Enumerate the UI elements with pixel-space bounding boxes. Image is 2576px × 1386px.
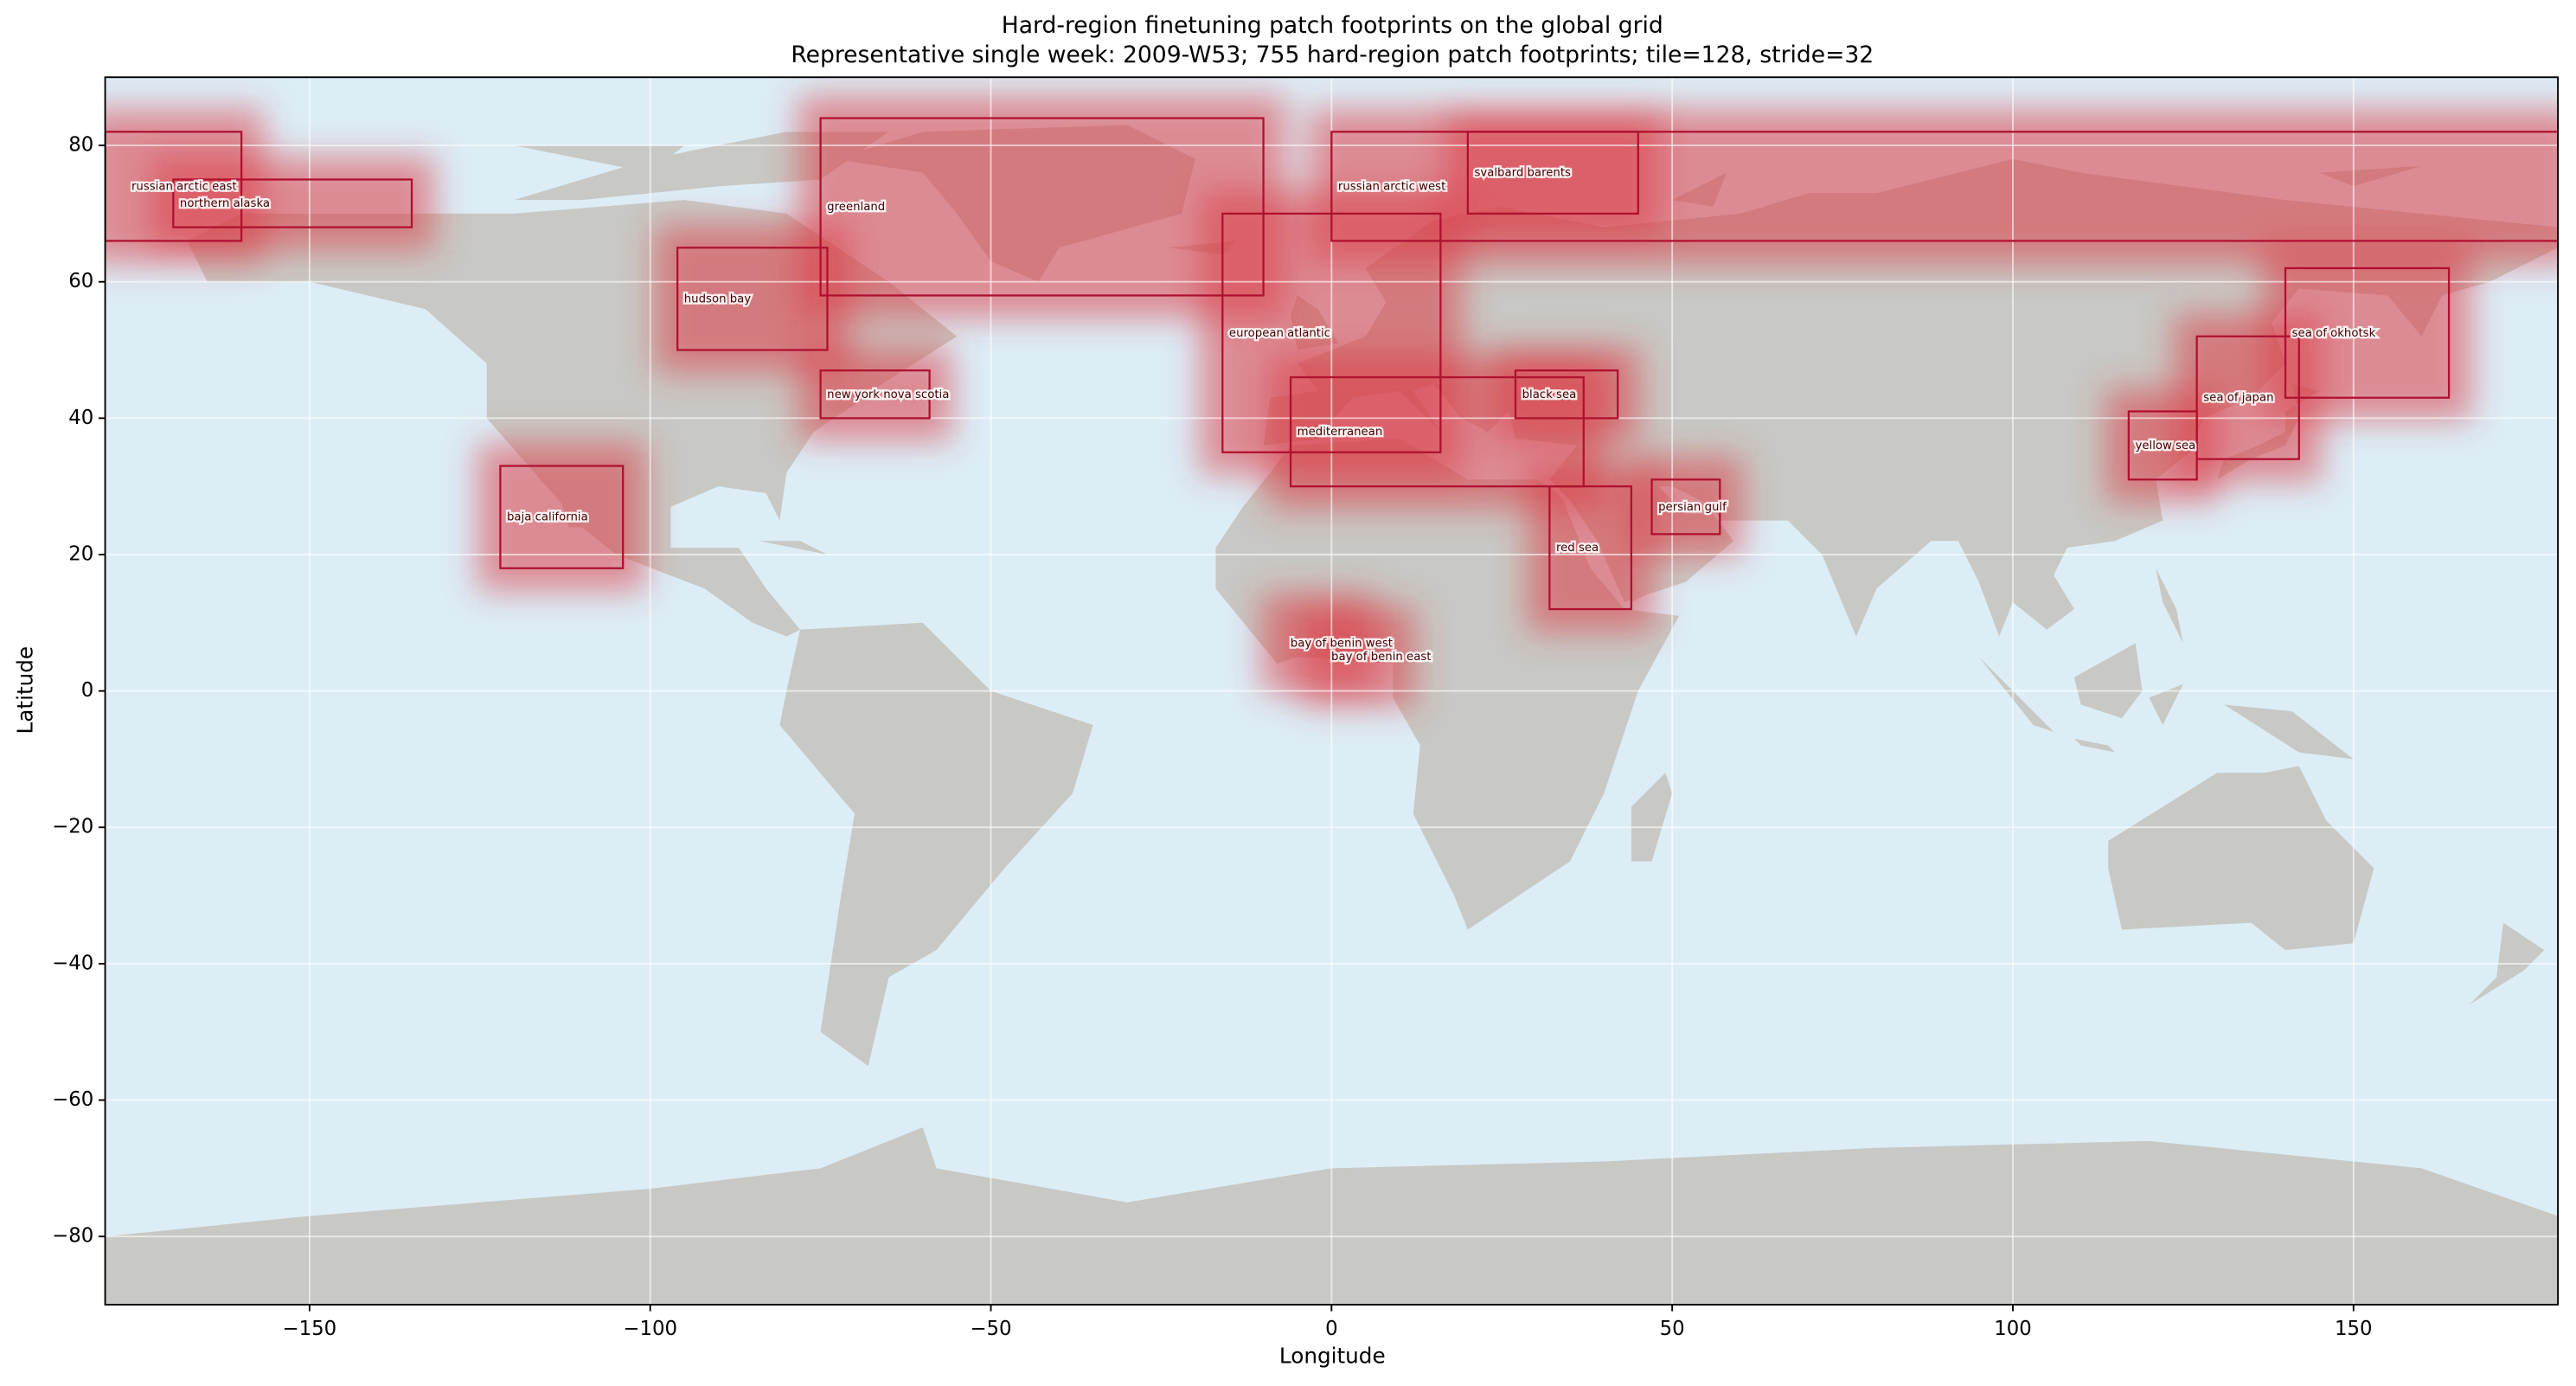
region-label: new york nova scotia bbox=[827, 388, 949, 401]
region-box bbox=[1330, 131, 2559, 242]
region-box bbox=[676, 247, 829, 351]
region-label: sea of japan bbox=[2203, 392, 2273, 405]
region-boxes bbox=[105, 117, 2559, 611]
x-axis-label: Longitude bbox=[1279, 1344, 1386, 1369]
region-label: european atlantic bbox=[1229, 327, 1330, 340]
region-label: svalbard barents bbox=[1474, 167, 1571, 180]
region-label: yellow sea bbox=[2135, 440, 2195, 452]
region-box bbox=[1514, 369, 1619, 420]
patch-footprint bbox=[1628, 456, 1743, 557]
y-tick-label: 60 bbox=[68, 270, 93, 292]
region-label: russian arctic west bbox=[1338, 180, 1445, 193]
y-tick-label: 40 bbox=[68, 407, 93, 429]
x-tick-label: −50 bbox=[970, 1318, 1011, 1340]
y-tick-label: −60 bbox=[52, 1088, 93, 1111]
y-tick-label: 0 bbox=[81, 679, 93, 702]
region-label: bay of benin east bbox=[1331, 651, 1431, 664]
grid bbox=[105, 77, 2559, 1305]
region-label: russian arctic east bbox=[131, 180, 237, 193]
region-label: baja california bbox=[507, 511, 588, 524]
patch-footprint bbox=[1308, 108, 2559, 265]
region-box bbox=[1221, 212, 1442, 453]
region-box bbox=[819, 117, 1265, 297]
heat-layer bbox=[105, 94, 2559, 708]
region-label: red sea bbox=[1556, 542, 1599, 555]
region-box bbox=[819, 369, 931, 420]
region-label: black sea bbox=[1522, 388, 1577, 401]
y-tick-label: −20 bbox=[52, 816, 93, 838]
region-box bbox=[499, 465, 625, 569]
y-tick-label: −80 bbox=[52, 1225, 93, 1248]
region-box bbox=[2284, 266, 2451, 399]
x-tick-label: −100 bbox=[623, 1318, 677, 1340]
patch-footprint bbox=[150, 156, 435, 251]
region-label: bay of benin west bbox=[1291, 637, 1393, 650]
chart-title: Hard-region finetuning patch footprints … bbox=[1002, 12, 1663, 39]
patch-footprint bbox=[2262, 245, 2472, 421]
chart-subtitle: Representative single week: 2009-W53; 75… bbox=[791, 42, 1874, 68]
region-box bbox=[1650, 478, 1721, 536]
patch-footprint bbox=[1492, 347, 1641, 441]
patch-footprint bbox=[798, 347, 953, 441]
y-axis-label: Latitude bbox=[12, 646, 37, 735]
region-label: sea of okhotsk bbox=[2292, 327, 2376, 340]
y-tick-label: 80 bbox=[68, 134, 93, 157]
region-box bbox=[1548, 485, 1633, 611]
region-label: persian gulf bbox=[1658, 501, 1727, 514]
region-label: mediterranean bbox=[1298, 426, 1383, 439]
region-box bbox=[1289, 375, 1585, 488]
patch-footprint bbox=[477, 442, 646, 592]
x-tick-label: 0 bbox=[1325, 1318, 1338, 1340]
x-tick-label: 150 bbox=[2335, 1318, 2372, 1340]
x-tick-label: 100 bbox=[1994, 1318, 2031, 1340]
region-box bbox=[172, 178, 413, 228]
region-label: northern alaska bbox=[180, 197, 270, 210]
y-tick-label: −40 bbox=[52, 952, 93, 974]
x-tick-label: −150 bbox=[283, 1318, 337, 1340]
region-label: greenland bbox=[827, 201, 885, 214]
y-tick-label: 20 bbox=[68, 542, 93, 565]
region-label: hudson bay bbox=[684, 292, 752, 305]
region-box bbox=[105, 131, 243, 242]
x-tick-label: 50 bbox=[1660, 1318, 1685, 1340]
